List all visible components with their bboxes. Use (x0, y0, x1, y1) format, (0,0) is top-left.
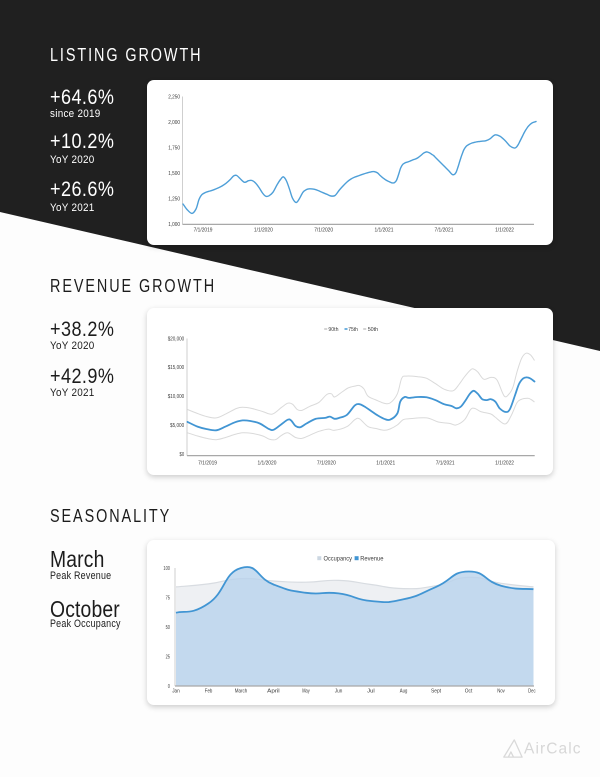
svg-text:2,000: 2,000 (168, 120, 180, 126)
svg-text:25: 25 (166, 654, 170, 660)
svg-text:7/1/2021: 7/1/2021 (436, 460, 455, 466)
svg-text:May: May (302, 688, 310, 694)
svg-text:$10,000: $10,000 (168, 394, 185, 400)
svg-text:1,250: 1,250 (168, 197, 180, 203)
svg-text:Sept: Sept (431, 688, 441, 694)
svg-text:1/1/2021: 1/1/2021 (375, 228, 394, 234)
svg-text:1/1/2020: 1/1/2020 (258, 460, 277, 466)
svg-text:1/1/2022: 1/1/2022 (495, 228, 514, 234)
svg-text:Feb: Feb (205, 688, 213, 694)
svg-text:$5,000: $5,000 (170, 423, 184, 429)
svg-text:1,000: 1,000 (168, 222, 180, 228)
svg-text:1/1/2022: 1/1/2022 (495, 460, 514, 466)
svg-text:75: 75 (166, 595, 170, 601)
svg-text:75th: 75th (348, 327, 358, 333)
svg-text:AirCalc: AirCalc (524, 741, 582, 758)
svg-text:90th: 90th (328, 327, 338, 333)
svg-text:$0: $0 (180, 452, 185, 458)
svg-text:Occupancy: Occupancy (324, 556, 353, 563)
svg-text:Dec: Dec (528, 688, 536, 694)
svg-text:100: 100 (163, 566, 170, 572)
svg-text:Oct: Oct (465, 688, 473, 694)
svg-text:Revenue: Revenue (360, 556, 384, 563)
svg-text:7/1/2021: 7/1/2021 (435, 228, 454, 234)
svg-text:1/1/2020: 1/1/2020 (254, 228, 273, 234)
svg-text:Nov: Nov (497, 688, 505, 694)
svg-text:1,500: 1,500 (168, 171, 180, 177)
svg-text:April: April (267, 688, 280, 694)
svg-text:0: 0 (168, 684, 170, 690)
svg-text:$20,000: $20,000 (168, 336, 185, 342)
svg-text:50th: 50th (368, 327, 379, 333)
svg-text:2,250: 2,250 (168, 94, 180, 100)
svg-text:$15,000: $15,000 (168, 365, 185, 371)
svg-text:Jul: Jul (367, 688, 375, 694)
svg-text:1/1/2021: 1/1/2021 (376, 460, 395, 466)
svg-text:7/1/2019: 7/1/2019 (198, 460, 217, 466)
svg-text:7/1/2019: 7/1/2019 (194, 228, 213, 234)
svg-text:50: 50 (166, 625, 170, 631)
svg-text:7/1/2020: 7/1/2020 (314, 228, 333, 234)
svg-text:March: March (235, 688, 248, 694)
svg-text:Jun: Jun (335, 688, 343, 694)
svg-text:Jan: Jan (172, 688, 180, 694)
svg-text:1,750: 1,750 (168, 145, 180, 151)
svg-text:7/1/2020: 7/1/2020 (317, 460, 336, 466)
svg-text:Aug: Aug (400, 688, 408, 694)
